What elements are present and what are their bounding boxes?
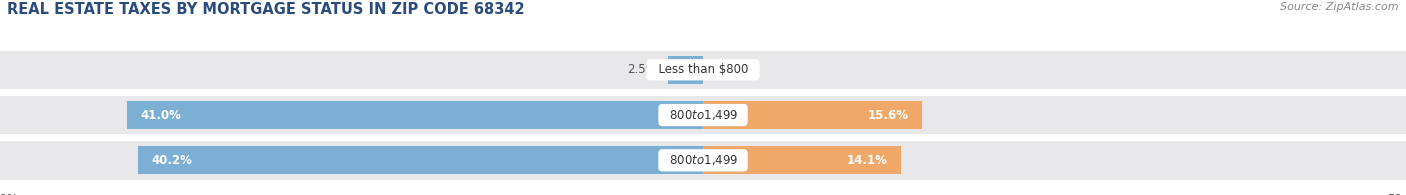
Text: Source: ZipAtlas.com: Source: ZipAtlas.com bbox=[1281, 2, 1399, 12]
Text: REAL ESTATE TAXES BY MORTGAGE STATUS IN ZIP CODE 68342: REAL ESTATE TAXES BY MORTGAGE STATUS IN … bbox=[7, 2, 524, 17]
Bar bbox=[703, 146, 901, 174]
Text: $800 to $1,499: $800 to $1,499 bbox=[662, 153, 744, 167]
Text: 40.2%: 40.2% bbox=[152, 154, 193, 167]
Text: 14.1%: 14.1% bbox=[846, 154, 887, 167]
Text: $800 to $1,499: $800 to $1,499 bbox=[662, 108, 744, 122]
Text: Less than $800: Less than $800 bbox=[651, 63, 755, 76]
Text: 2.5%: 2.5% bbox=[627, 63, 657, 76]
Bar bbox=[0, 141, 1406, 180]
Bar bbox=[0, 96, 1406, 134]
Bar bbox=[668, 56, 703, 84]
Text: 41.0%: 41.0% bbox=[141, 109, 181, 121]
Bar bbox=[703, 101, 922, 129]
Bar bbox=[127, 101, 703, 129]
Text: 15.6%: 15.6% bbox=[868, 109, 908, 121]
Bar bbox=[0, 51, 1406, 89]
Text: 0.0%: 0.0% bbox=[714, 63, 744, 76]
Bar bbox=[138, 146, 703, 174]
